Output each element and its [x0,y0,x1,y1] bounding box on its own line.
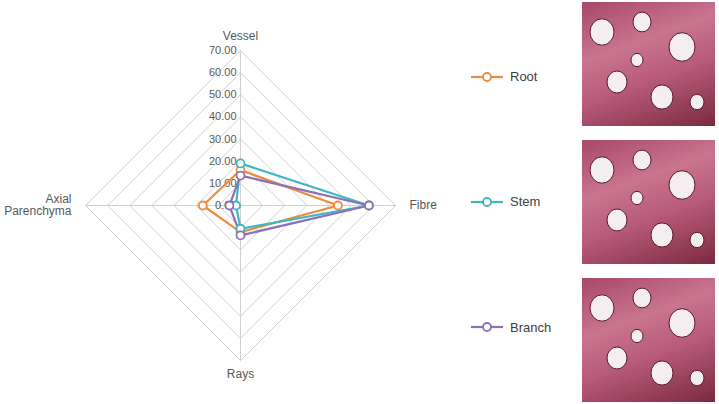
html-text:Branch: Branch [510,319,552,335]
svg-text:70.00: 70.00 [209,44,237,56]
svg-text:0.00: 0.00 [215,199,237,211]
html-text:Stem: Stem [510,194,541,210]
svg-text:50.00: 50.00 [209,88,237,100]
svg-text:Fibre: Fibre [410,198,438,212]
svg-text:AxialParenchyma: AxialParenchyma [4,192,72,218]
svg-text:Vessel: Vessel [223,29,258,43]
svg-text:20.00: 20.00 [209,155,237,167]
svg-text:10.00: 10.00 [209,176,237,189]
svg-text:30.00: 30.00 [209,133,237,145]
svg-text:40.00: 40.00 [209,110,237,122]
svg-text:Rays: Rays [227,367,254,381]
svg-text:60.00: 60.00 [209,66,237,78]
html-text:Root: Root [510,69,538,85]
